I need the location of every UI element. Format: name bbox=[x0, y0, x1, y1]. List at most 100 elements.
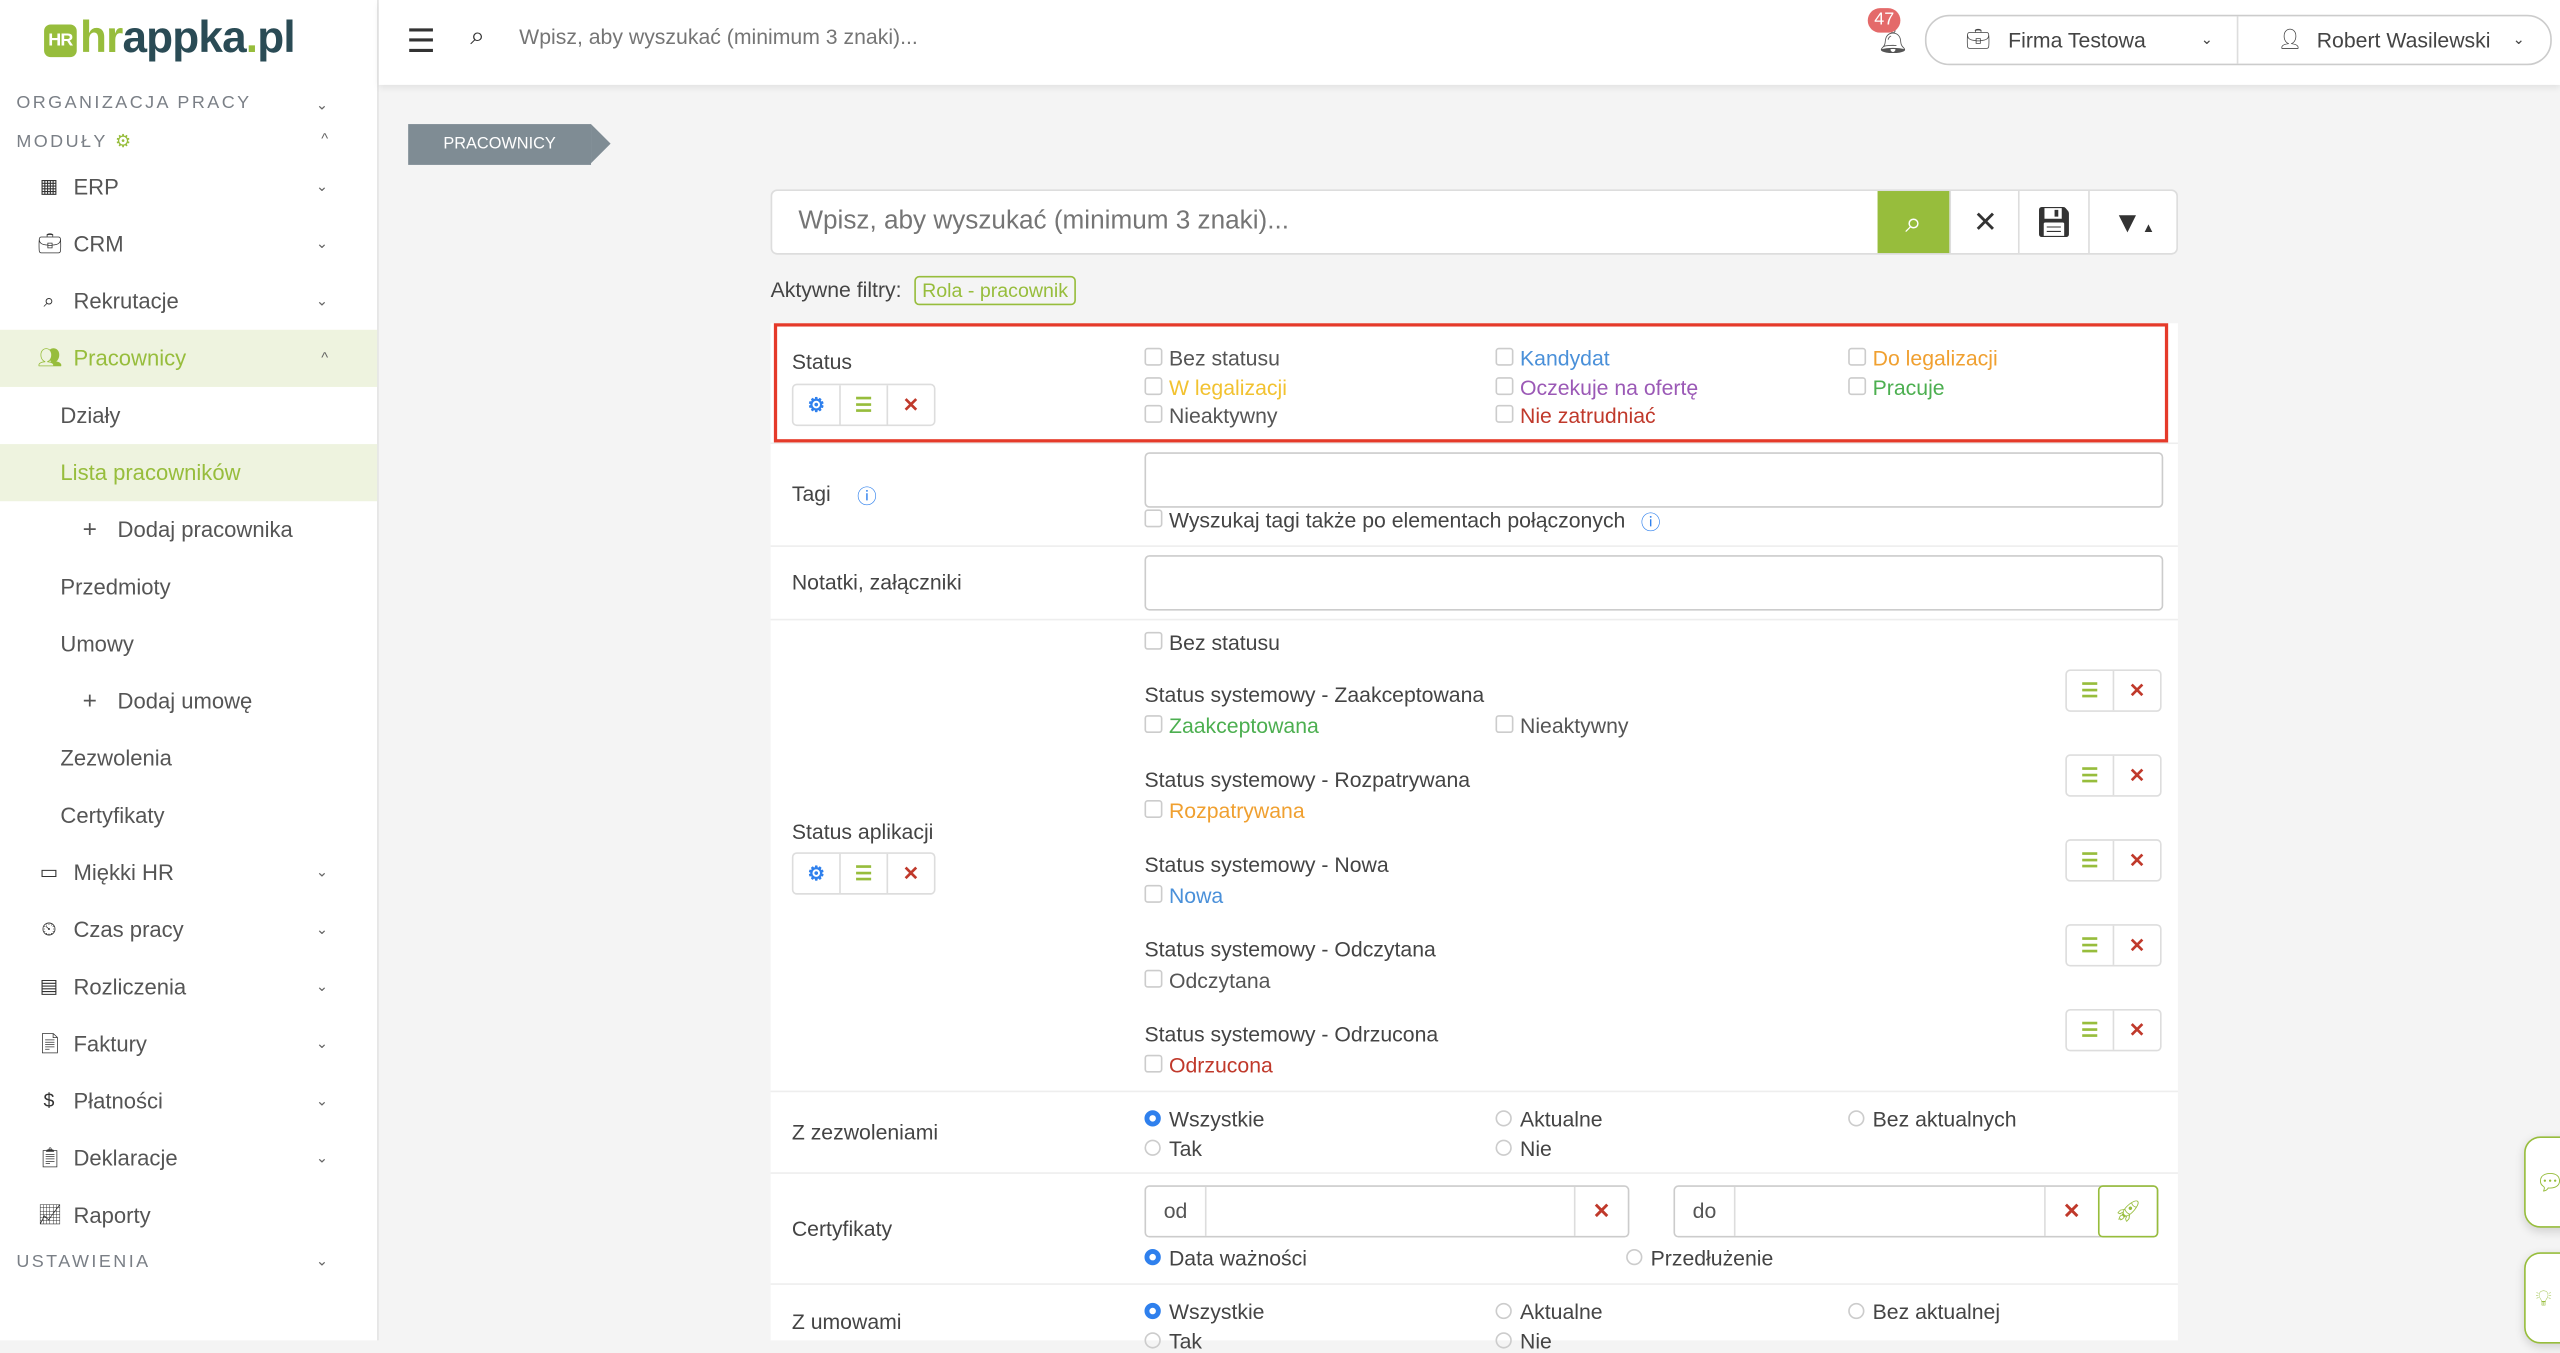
radio-permits[interactable]: Tak bbox=[1144, 1136, 1202, 1160]
checkbox[interactable] bbox=[1848, 347, 1867, 366]
close-icon[interactable]: ✕ bbox=[902, 862, 920, 885]
app-status-checkbox[interactable]: Rozpatrywana bbox=[1144, 798, 1305, 823]
sidebar-item-rozliczenia[interactable]: ▤ Rozliczenia ⌄ bbox=[0, 958, 377, 1015]
close-icon[interactable]: ✕ bbox=[2044, 1186, 2098, 1236]
radio[interactable] bbox=[1144, 1302, 1161, 1320]
app-status-checkbox[interactable]: Odczytana bbox=[1144, 968, 1270, 993]
close-icon[interactable]: ✕ bbox=[2128, 1018, 2146, 1042]
checkbox[interactable] bbox=[1144, 715, 1163, 734]
status-checkbox[interactable]: Bez statusu bbox=[1144, 346, 1280, 371]
sidebar-item-raporty[interactable]: 📈︎ Raporty bbox=[0, 1187, 377, 1244]
lightbulb-icon[interactable]: 💡︎ bbox=[2524, 1252, 2560, 1344]
sidebar-item-certyfikaty[interactable]: Certyfikaty bbox=[0, 787, 377, 844]
radio[interactable] bbox=[1144, 1138, 1161, 1156]
cert-mode-radio[interactable]: Data ważności bbox=[1144, 1246, 1307, 1270]
list-check-icon[interactable]: ☰ bbox=[2067, 671, 2115, 711]
list-check-icon[interactable]: ☰ bbox=[2067, 755, 2115, 796]
rocket-icon[interactable]: 🚀︎ bbox=[2097, 1185, 2159, 1238]
linked-tags-checkbox[interactable]: Wyszukaj tagi także po elementach połącz… bbox=[1144, 508, 1625, 532]
radio-contracts[interactable]: Nie bbox=[1495, 1328, 1552, 1353]
breadcrumb[interactable]: PRACOWNICY bbox=[408, 124, 611, 165]
radio-contracts[interactable]: Aktualne bbox=[1495, 1300, 1603, 1324]
hamburger-menu-icon[interactable]: ☰ bbox=[406, 24, 436, 61]
status-checkbox[interactable]: Pracuje bbox=[1848, 375, 1945, 399]
checkbox[interactable] bbox=[1144, 376, 1163, 395]
cert-mode-radio[interactable]: Przedłużenie bbox=[1626, 1246, 1773, 1270]
close-icon[interactable]: ✕ bbox=[1573, 1186, 1628, 1236]
radio[interactable] bbox=[1495, 1302, 1512, 1320]
active-filter-tag[interactable]: Rola - pracownik bbox=[913, 275, 1077, 306]
checkbox[interactable] bbox=[1144, 347, 1163, 366]
close-icon[interactable]: ✕ bbox=[2128, 848, 2146, 872]
radio[interactable] bbox=[1495, 1110, 1512, 1127]
sidebar-item-dodaj-pracownika[interactable]: + Dodaj pracownika bbox=[0, 501, 377, 558]
sidebar-item-działy[interactable]: Działy bbox=[0, 387, 377, 444]
radio[interactable] bbox=[1848, 1110, 1865, 1127]
clear-search-button[interactable]: ✕ bbox=[1949, 191, 2019, 254]
gear-icon[interactable]: ⚙ bbox=[114, 132, 134, 152]
sidebar-item-umowy[interactable]: Umowy bbox=[0, 616, 377, 673]
status-checkbox[interactable]: W legalizacji bbox=[1144, 375, 1287, 399]
radio-contracts[interactable]: Bez aktualnej bbox=[1848, 1300, 2000, 1324]
checkbox[interactable] bbox=[1144, 969, 1163, 988]
status-checkbox[interactable]: Do legalizacji bbox=[1848, 346, 1998, 371]
tags-input[interactable] bbox=[1144, 452, 2164, 508]
radio-permits[interactable]: Nie bbox=[1495, 1136, 1552, 1160]
checkbox[interactable] bbox=[1495, 347, 1514, 366]
user-menu[interactable]: 👤︎ Robert Wasilewski ⌄ bbox=[2238, 16, 2548, 63]
sidebar-item-erp[interactable]: ▦ ERP ⌄ bbox=[0, 158, 377, 215]
sidebar-item-dodaj-umowę[interactable]: + Dodaj umowę bbox=[0, 673, 377, 730]
checkbox[interactable] bbox=[1144, 884, 1163, 903]
radio-permits[interactable]: Wszystkie bbox=[1144, 1107, 1264, 1131]
gear-icon[interactable]: ⚙ bbox=[793, 853, 841, 894]
sidebar-item-pracownicy[interactable]: 👥︎ Pracownicy ^ bbox=[0, 329, 378, 387]
checkbox[interactable] bbox=[1848, 376, 1867, 395]
radio-permits[interactable]: Aktualne bbox=[1495, 1107, 1603, 1131]
sidebar-item-płatności[interactable]: $ Płatności ⌄ bbox=[0, 1073, 377, 1130]
global-search-input[interactable] bbox=[515, 22, 1176, 51]
status-checkbox[interactable]: Nieaktywny bbox=[1144, 403, 1277, 428]
status-checkbox[interactable]: Oczekuje na ofertę bbox=[1495, 375, 1698, 399]
notes-input[interactable] bbox=[1144, 555, 2164, 611]
chat-icon[interactable]: 💬︎ bbox=[2524, 1136, 2560, 1228]
sidebar-item-deklaracje[interactable]: 📋︎ Deklaracje ⌄ bbox=[0, 1130, 377, 1187]
checkbox[interactable] bbox=[1495, 376, 1514, 395]
sidebar-item-lista-pracowników[interactable]: Lista pracowników bbox=[0, 444, 378, 502]
search-input[interactable] bbox=[795, 205, 1847, 239]
radio[interactable] bbox=[1848, 1302, 1865, 1320]
checkbox[interactable] bbox=[1495, 404, 1514, 423]
list-check-icon[interactable]: ☰ bbox=[841, 385, 889, 425]
app-status-checkbox[interactable]: Zaakceptowana bbox=[1144, 713, 1319, 738]
cert-to-input[interactable] bbox=[1740, 1196, 2009, 1225]
sidebar-item-zezwolenia[interactable]: Zezwolenia bbox=[0, 730, 377, 787]
list-check-icon[interactable]: ☰ bbox=[2067, 840, 2115, 880]
gear-icon[interactable]: ⚙ bbox=[793, 385, 841, 425]
search-button[interactable]: ⌕ bbox=[1877, 191, 1950, 254]
sidebar-item-miękki-hr[interactable]: ▭ Miękki HR ⌄ bbox=[0, 844, 377, 901]
status-checkbox[interactable]: Nie zatrudniać bbox=[1495, 403, 1656, 428]
filter-toggle-button[interactable]: ▼▲ bbox=[2088, 191, 2178, 254]
company-select[interactable]: 💼︎ Firma Testowa ⌄ bbox=[1927, 16, 2239, 64]
list-check-icon[interactable]: ☰ bbox=[2067, 1010, 2115, 1050]
radio-contracts[interactable]: Wszystkie bbox=[1144, 1300, 1264, 1324]
radio[interactable] bbox=[1495, 1331, 1512, 1348]
checkbox[interactable] bbox=[1495, 715, 1514, 734]
logo[interactable]: HR hrappka.pl bbox=[44, 13, 296, 64]
app-status-checkbox[interactable]: Nowa bbox=[1144, 883, 1223, 908]
close-icon[interactable]: ✕ bbox=[2128, 764, 2146, 787]
radio[interactable] bbox=[1144, 1331, 1161, 1348]
sidebar-item-faktury[interactable]: 📄︎ Faktury ⌄ bbox=[0, 1016, 377, 1073]
help-icon[interactable]: ⓘ bbox=[1640, 511, 1661, 534]
sidebar-item-przedmioty[interactable]: Przedmioty bbox=[0, 558, 377, 615]
radio[interactable] bbox=[1144, 1110, 1161, 1127]
sidebar-item-rekrutacje[interactable]: ⌕ Rekrutacje ⌄ bbox=[0, 273, 377, 330]
radio-permits[interactable]: Bez aktualnych bbox=[1848, 1107, 2017, 1131]
app-status-checkbox[interactable]: Odrzucona bbox=[1144, 1053, 1273, 1078]
app-status-checkbox[interactable]: Nieaktywny bbox=[1495, 713, 1629, 738]
app-status-none-checkbox[interactable]: Bez statusu bbox=[1144, 630, 1280, 655]
status-checkbox[interactable]: Kandydat bbox=[1495, 346, 1610, 371]
close-icon[interactable]: ✕ bbox=[2128, 679, 2146, 703]
sidebar-item-crm[interactable]: 💼︎ CRM ⌄ bbox=[0, 216, 377, 273]
checkbox[interactable] bbox=[1144, 1054, 1163, 1073]
list-check-icon[interactable]: ☰ bbox=[2067, 925, 2115, 965]
